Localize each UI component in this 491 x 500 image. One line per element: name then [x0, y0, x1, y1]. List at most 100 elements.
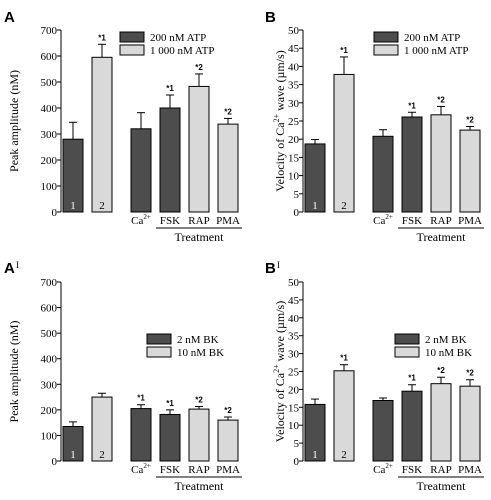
panel-label-mark: I — [277, 260, 280, 270]
category-label-pma: PMA — [216, 464, 240, 476]
y-tick-label: 40 — [288, 313, 300, 325]
y-tick-label: 5 — [294, 438, 300, 450]
legend-label: 10 nM BK — [425, 347, 472, 359]
y-tick-label: 600 — [41, 303, 58, 315]
significance-label: *2 — [437, 366, 445, 375]
bar — [401, 390, 423, 462]
y-axis-title-sup: 2+ — [272, 113, 281, 122]
bar — [217, 123, 239, 213]
bar — [401, 116, 423, 213]
legend-label: 1 000 nM ATP — [150, 45, 215, 57]
bar — [459, 385, 481, 462]
panel-label: B — [265, 9, 276, 26]
y-tick-label: 500 — [41, 77, 58, 89]
y-axis-title-sup: 2+ — [272, 364, 281, 373]
legend-swatch — [146, 333, 172, 345]
y-tick-label: 25 — [288, 367, 300, 379]
y-tick-label: 0 — [52, 456, 58, 468]
category-label-pma: PMA — [216, 215, 240, 227]
bar-number-label: 1 — [312, 200, 318, 212]
treatment-label: Treatment — [175, 479, 225, 493]
bar-number-label: 2 — [99, 449, 105, 461]
y-tick-label: 35 — [288, 80, 300, 92]
panel-label-mark: I — [16, 260, 19, 270]
category-label-ca-sup: 2+ — [385, 213, 393, 221]
category-label-ca: Ca2+ — [373, 462, 393, 476]
category-label-pma: PMA — [458, 215, 482, 227]
category-label-fsk: FSK — [402, 215, 422, 227]
category-label-fsk: FSK — [160, 215, 180, 227]
y-tick-label: 35 — [288, 331, 300, 343]
y-tick-label: 50 — [288, 25, 300, 37]
bar — [130, 408, 152, 462]
bar — [333, 370, 355, 462]
y-tick-label: 600 — [41, 51, 58, 63]
bar — [372, 135, 394, 213]
legend-label: 2 nM BK — [425, 334, 467, 346]
bar — [91, 396, 113, 462]
y-tick-label: 300 — [41, 379, 58, 391]
y-tick-label: 100 — [41, 181, 58, 193]
category-label-ca: Ca2+ — [373, 213, 393, 227]
category-label-fsk: FSK — [402, 464, 422, 476]
category-label-ca-sup: 2+ — [143, 213, 151, 221]
category-label-pma: PMA — [458, 464, 482, 476]
y-tick-label: 700 — [41, 25, 58, 37]
legend-swatch — [373, 44, 399, 56]
y-axis-title: Peak amplitude (nM) — [7, 70, 21, 172]
y-tick-label: 30 — [288, 98, 300, 110]
bar — [62, 138, 84, 213]
legend-label: 10 nM BK — [177, 347, 224, 359]
y-tick-label: 200 — [41, 155, 58, 167]
significance-label: *2 — [224, 107, 232, 116]
significance-label: *2 — [195, 396, 203, 405]
bar-number-label: 2 — [341, 200, 347, 212]
significance-label: *1 — [166, 84, 174, 93]
y-tick-label: 0 — [294, 456, 300, 468]
y-tick-label: 20 — [288, 134, 300, 146]
y-tick-label: 0 — [294, 207, 300, 219]
y-tick-label: 15 — [288, 152, 300, 164]
legend-label: 2 nM BK — [177, 334, 219, 346]
bar — [159, 107, 181, 213]
y-tick-label: 100 — [41, 430, 58, 442]
treatment-label: Treatment — [417, 230, 467, 244]
y-tick-label: 30 — [288, 349, 300, 361]
legend-label: 200 nM ATP — [404, 32, 460, 44]
legend-swatch — [146, 346, 172, 358]
bar — [430, 114, 452, 213]
bar — [430, 383, 452, 462]
category-label-ca-main: Ca — [131, 464, 143, 476]
y-axis-title-tail: wave (µm/s) — [273, 50, 287, 114]
category-label-ca-sup: 2+ — [385, 462, 393, 470]
bar — [304, 143, 326, 213]
y-axis-title: Peak amplitude (nM) — [7, 321, 21, 423]
y-tick-label: 50 — [288, 277, 300, 289]
significance-label: *1 — [340, 46, 348, 55]
chart-panel-3: A I 0 100 200 300 400 500 600 700 Peak amplitude (… — [4, 260, 242, 493]
bar — [372, 399, 394, 462]
legend-swatch — [394, 333, 420, 345]
category-label-ca-main: Ca — [131, 215, 143, 227]
y-tick-label: 200 — [41, 405, 58, 417]
y-tick-label: 500 — [41, 328, 58, 340]
y-tick-label: 700 — [41, 277, 58, 289]
bar — [130, 128, 152, 213]
y-axis-title-main: Velocity of Ca — [273, 122, 287, 192]
category-label-fsk: FSK — [160, 464, 180, 476]
significance-label: *1 — [408, 374, 416, 383]
y-axis-title: Velocity of Ca2+ wave (µm/s) — [272, 301, 287, 442]
bar-number-label: 1 — [70, 449, 76, 461]
category-label-ca: Ca2+ — [131, 462, 151, 476]
y-tick-label: 0 — [52, 207, 58, 219]
legend-swatch — [394, 346, 420, 358]
y-tick-label: 25 — [288, 116, 300, 128]
category-label-rap: RAP — [430, 464, 451, 476]
